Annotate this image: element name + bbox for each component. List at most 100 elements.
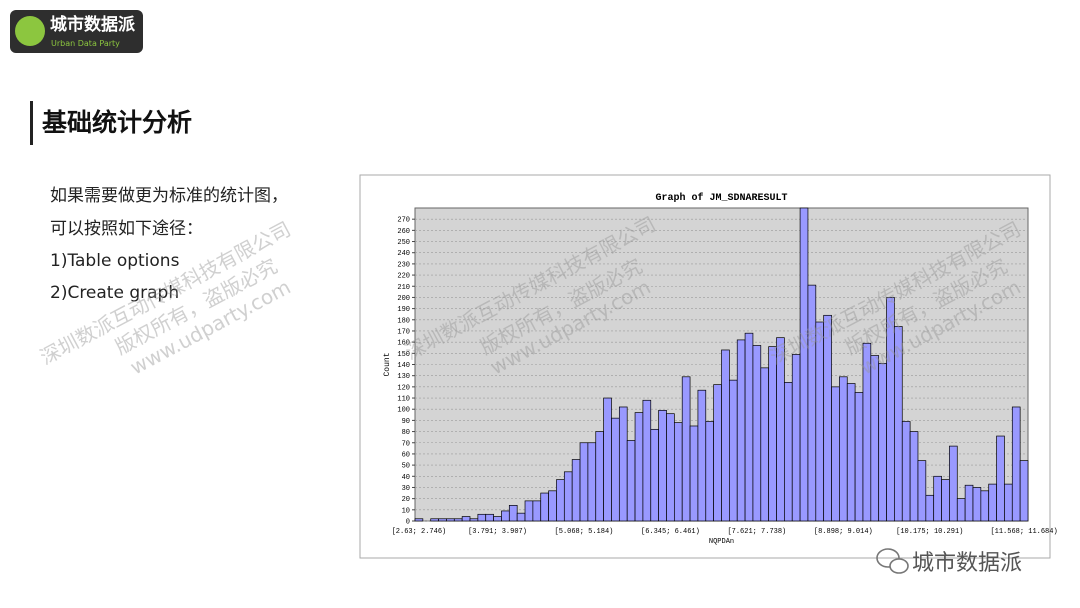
bar xyxy=(579,442,589,522)
bar xyxy=(563,471,573,522)
bar xyxy=(823,314,832,522)
y-tick-label: 30 xyxy=(402,485,410,493)
bar xyxy=(485,513,494,522)
bar xyxy=(658,409,667,522)
bar xyxy=(461,516,471,522)
bar xyxy=(760,367,770,522)
body-line: 2)Create graph xyxy=(50,283,179,303)
bar xyxy=(736,339,746,522)
bar xyxy=(508,505,518,522)
bar xyxy=(854,392,864,522)
bar xyxy=(705,421,714,522)
x-tick-label: [7.621; 7.738) xyxy=(727,528,786,536)
bar xyxy=(933,475,942,522)
bar xyxy=(532,500,542,522)
y-tick-label: 220 xyxy=(397,273,410,281)
x-tick-label: [6.345; 6.461) xyxy=(641,528,700,536)
bar xyxy=(839,376,848,522)
bar xyxy=(493,516,502,522)
bar xyxy=(949,445,958,522)
bar xyxy=(556,479,565,522)
bar xyxy=(744,332,754,522)
y-tick-label: 70 xyxy=(402,440,410,448)
bar xyxy=(878,363,887,522)
footer-brand: 城市数据派 xyxy=(912,551,1022,576)
bar xyxy=(1011,406,1021,522)
bar xyxy=(618,406,628,522)
bar xyxy=(524,500,534,522)
bar xyxy=(791,354,801,522)
x-tick-label: [5.068; 5.184) xyxy=(555,528,614,536)
bar xyxy=(1019,460,1029,522)
y-tick-label: 170 xyxy=(397,328,410,336)
bar xyxy=(469,518,479,522)
y-axis-label: Count xyxy=(383,352,392,376)
y-tick-label: 190 xyxy=(397,306,410,314)
bar xyxy=(729,379,738,522)
chart: Graph of JM_SDNARESULT Count NQPDAn 0 10 20 30… xyxy=(383,192,1058,546)
bar xyxy=(925,494,935,522)
y-tick-label: 100 xyxy=(397,407,410,415)
bar xyxy=(964,484,974,522)
y-tick-label: 250 xyxy=(397,239,410,247)
bar xyxy=(996,435,1005,522)
bar xyxy=(516,512,526,522)
logo-name: 城市数据派 xyxy=(50,14,136,35)
y-tick-label: 130 xyxy=(397,373,410,381)
bar xyxy=(414,518,424,522)
bar xyxy=(901,421,911,522)
bar xyxy=(1004,483,1013,522)
bar xyxy=(846,383,856,522)
bar xyxy=(666,413,675,522)
bar xyxy=(697,389,707,522)
bar xyxy=(477,513,487,522)
x-tick-label: [3.791; 3.907) xyxy=(468,528,527,536)
y-tick-label: 90 xyxy=(402,418,410,426)
y-tick-label: 80 xyxy=(402,429,410,437)
slide-title: 基础统计分析 xyxy=(42,108,192,137)
y-tick-label: 140 xyxy=(397,362,410,370)
bar xyxy=(917,460,927,522)
bar xyxy=(815,321,825,522)
y-tick-label: 20 xyxy=(402,496,410,504)
bar xyxy=(799,207,809,522)
bar xyxy=(768,346,777,522)
wechat-icon xyxy=(876,548,909,574)
bar xyxy=(870,355,880,522)
x-tick-label: [10.175; 10.291) xyxy=(896,528,963,536)
bar xyxy=(642,399,652,522)
bar xyxy=(784,382,793,522)
y-tick-label: 110 xyxy=(397,396,410,404)
bar xyxy=(430,518,439,522)
y-tick-label: 240 xyxy=(397,250,410,258)
bar xyxy=(548,490,557,522)
bar xyxy=(446,518,455,522)
y-tick-label: 0 xyxy=(406,519,410,527)
bar xyxy=(626,440,636,522)
bar xyxy=(453,518,463,522)
y-tick-label: 260 xyxy=(397,228,410,236)
bar xyxy=(980,490,990,522)
bar xyxy=(807,284,817,522)
bar xyxy=(595,431,604,522)
x-tick-label: [8.898; 9.014) xyxy=(814,528,873,536)
body-line: 如果需要做更为标准的统计图， xyxy=(50,186,288,206)
y-tick-label: 270 xyxy=(397,217,410,225)
y-tick-label: 120 xyxy=(397,384,410,392)
logo-icon xyxy=(15,16,45,46)
y-tick-label: 40 xyxy=(402,474,410,482)
bar xyxy=(713,384,722,522)
bar xyxy=(634,412,644,522)
bar xyxy=(571,459,581,522)
bar xyxy=(603,397,612,522)
y-tick-label: 160 xyxy=(397,340,410,348)
body-line: 可以按照如下途径： xyxy=(50,219,203,239)
y-tick-label: 180 xyxy=(397,317,410,325)
bar xyxy=(831,386,840,522)
bar xyxy=(673,422,683,522)
x-tick-label: [11.568; 11.684) xyxy=(990,528,1057,536)
x-tick-label: [2.63; 2.746) xyxy=(392,528,447,536)
bar xyxy=(721,349,730,522)
y-tick-label: 230 xyxy=(397,261,410,269)
